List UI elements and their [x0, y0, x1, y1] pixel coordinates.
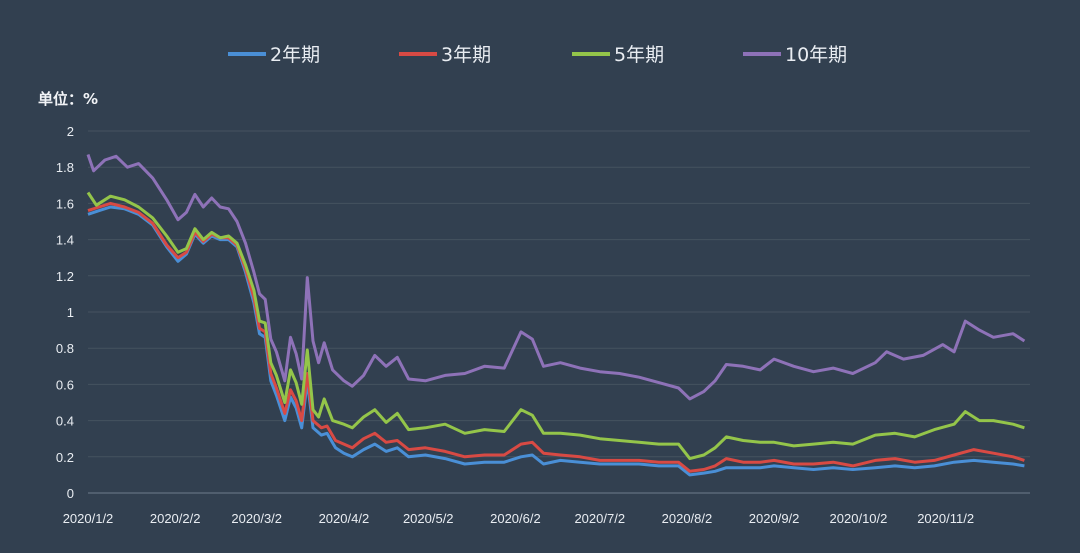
x-tick-label: 2020/2/2: [150, 511, 201, 526]
x-tick-label: 2020/11/2: [917, 511, 974, 526]
x-tick-label: 2020/3/2: [231, 511, 282, 526]
x-tick-label: 2020/6/2: [490, 511, 541, 526]
series-line-5年期: [86, 191, 1025, 461]
y-tick-label: 2: [67, 124, 74, 139]
y-tick-label: 0.2: [56, 450, 74, 465]
legend: 2年期 3年期 5年期 10年期: [228, 44, 847, 66]
legend-label: 3年期: [441, 44, 491, 66]
series-lines: [86, 154, 1026, 477]
y-tick-label: 0.4: [56, 414, 74, 429]
x-tick-label: 2020/1/2: [63, 511, 114, 526]
legend-label: 10年期: [785, 44, 847, 66]
series-line-2年期: [87, 205, 1025, 477]
x-tick-label: 2020/8/2: [662, 511, 713, 526]
x-tick-label: 2020/10/2: [830, 511, 888, 526]
y-tick-label: 0: [67, 486, 74, 501]
y-tick-label: 1: [67, 305, 74, 320]
y-axis-ticks: 0 0.2 0.4 0.6 0.8 1 1.2 1.4 1.6 1.8 2: [56, 124, 74, 501]
y-tick-label: 0.6: [56, 377, 74, 392]
y-tick-label: 1.4: [56, 233, 74, 248]
x-tick-label: 2020/5/2: [403, 511, 454, 526]
x-tick-label: 2020/9/2: [749, 511, 800, 526]
x-axis-ticks: 2020/1/2 2020/2/2 2020/3/2 2020/4/2 2020/5/2…: [63, 511, 974, 526]
x-tick-label: 2020/4/2: [319, 511, 370, 526]
y-tick-label: 1.6: [56, 196, 74, 211]
legend-label: 5年期: [614, 44, 664, 66]
legend-label: 2年期: [270, 44, 320, 66]
y-tick-label: 1.2: [56, 269, 74, 284]
x-tick-label: 2020/7/2: [574, 511, 625, 526]
y-tick-label: 1.8: [56, 160, 74, 175]
unit-label: 单位：%: [38, 90, 98, 108]
y-tick-label: 0.8: [56, 341, 74, 356]
series-line-10年期: [86, 154, 1026, 401]
